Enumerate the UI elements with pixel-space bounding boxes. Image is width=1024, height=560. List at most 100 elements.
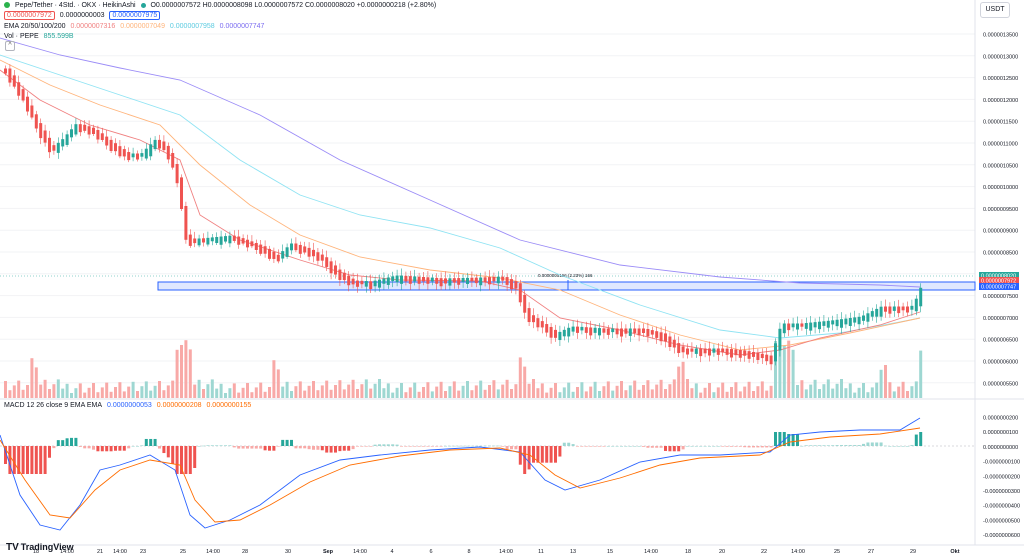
candle	[672, 339, 676, 348]
volume-bar	[716, 387, 720, 398]
candle	[87, 126, 91, 135]
time-axis-label: 21	[97, 549, 103, 555]
macd-label[interactable]: MACD 12 26 close 9 EMA EMA	[4, 402, 103, 409]
macd-histogram-bar	[232, 446, 236, 448]
time-axis-label: 13	[570, 549, 576, 555]
candle	[483, 277, 487, 283]
volume-bar	[862, 383, 865, 398]
tradingview-logo[interactable]: TV TradingView	[6, 542, 74, 553]
candle	[356, 280, 359, 287]
volume-bar	[840, 379, 843, 398]
candle	[611, 328, 615, 333]
candle	[100, 133, 104, 140]
volume-bar	[708, 383, 711, 398]
macd-histogram-bar	[202, 445, 205, 447]
volume-bar	[492, 380, 496, 398]
volume-bar	[338, 380, 342, 398]
macd-histogram-bar	[452, 445, 456, 447]
volume-bar	[320, 385, 324, 398]
price-axis-label: 0.0000013500	[983, 33, 1018, 39]
volume-bar	[844, 388, 848, 398]
volume-bar	[426, 382, 430, 398]
macd-histogram-bar	[316, 446, 320, 450]
macd-histogram-bar	[48, 446, 51, 458]
candle	[782, 323, 786, 334]
candle	[373, 280, 377, 287]
candle	[294, 243, 298, 251]
macd-histogram-bar	[294, 446, 298, 449]
macd-histogram-bar	[457, 445, 461, 447]
candle	[897, 306, 901, 314]
volume-bar	[422, 387, 425, 398]
volume-bar	[769, 385, 773, 398]
candle	[584, 327, 588, 333]
ema-label[interactable]: EMA 20/50/100/200	[4, 23, 66, 30]
macd-histogram-bar	[554, 446, 557, 463]
macd-histogram-bar	[56, 440, 60, 446]
candle	[162, 141, 166, 151]
candle	[796, 323, 799, 330]
volume-bar	[659, 379, 663, 398]
ema20-line	[0, 69, 921, 356]
macd-histogram-bar	[734, 446, 738, 447]
price-axis-label: 0.0000010000	[983, 185, 1018, 191]
candle	[92, 127, 95, 134]
volume-bar	[8, 390, 12, 398]
macd-histogram-bar	[884, 445, 887, 447]
macd-histogram-bar	[61, 440, 65, 446]
macd-histogram-bar	[853, 445, 857, 446]
volume-bar	[866, 392, 870, 398]
candle	[690, 348, 694, 352]
macd-histogram-bar	[897, 446, 901, 447]
volume-bar	[83, 392, 87, 398]
macd-histogram-bar	[818, 445, 821, 446]
volume-bar	[136, 391, 139, 398]
macd-histogram-bar	[694, 446, 698, 447]
macd-histogram-bar	[602, 446, 606, 447]
volume-bar	[413, 382, 417, 398]
macd-histogram-bar	[914, 434, 918, 446]
collapse-legend-button[interactable]: ^	[5, 41, 15, 51]
volume-bar	[369, 388, 373, 398]
candle	[734, 349, 738, 356]
sell-price-button[interactable]: 0.0000007972	[4, 11, 55, 20]
candle	[760, 353, 764, 359]
macd-histogram-bar	[703, 446, 707, 447]
volume-bar	[712, 392, 716, 398]
candle	[567, 327, 571, 337]
candle	[862, 315, 865, 321]
symbol-title[interactable]: Pepe/Tether · 4Std. · OKX · HeikinAshi	[14, 2, 136, 9]
candle	[752, 352, 755, 357]
currency-button[interactable]: USDT	[980, 2, 1010, 18]
volume-bar	[329, 389, 333, 398]
volume-bar	[725, 391, 729, 398]
macd-histogram-bar	[769, 446, 773, 448]
volume-bar	[699, 392, 703, 398]
candle	[34, 114, 38, 129]
volume-label[interactable]: Vol · PEPE	[4, 33, 39, 40]
okx-icon	[4, 2, 10, 9]
candle	[12, 75, 16, 87]
volume-bar	[408, 387, 412, 398]
volume-bar	[461, 385, 465, 398]
macd-histogram-bar	[378, 444, 381, 446]
candle	[756, 352, 760, 360]
volume-bar	[879, 369, 883, 398]
volume-bar	[206, 384, 210, 398]
candle	[307, 247, 311, 257]
price-tag-label: 0.0000007747	[981, 285, 1016, 291]
macd-histogram-bar	[774, 432, 777, 446]
macd-histogram-bar	[778, 432, 782, 446]
macd-histogram-bar	[571, 444, 575, 446]
price-axis-label: 0.0000007500	[983, 294, 1018, 300]
buy-price-button[interactable]: 0.0000007975	[109, 11, 161, 20]
volume-bar	[545, 392, 549, 398]
candle	[571, 326, 575, 332]
volume-bar	[140, 386, 144, 398]
volume-bar	[835, 383, 839, 398]
macd-legend: MACD 12 26 close 9 EMA EMA 0.0000000053 …	[4, 401, 254, 410]
candle	[906, 306, 909, 313]
macd-histogram-bar	[285, 439, 289, 446]
volume-bar	[567, 382, 571, 398]
